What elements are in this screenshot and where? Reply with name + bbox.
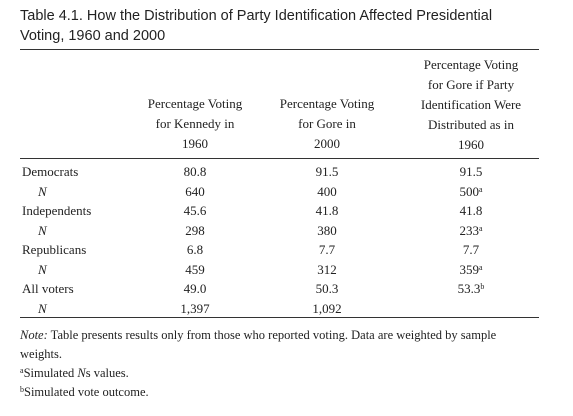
cell-gore-simulated-value: 233 (459, 222, 479, 238)
cell-gore-simulated-value: 53.3 (457, 281, 481, 296)
cell-gore-simulated-value: 91.5 (459, 164, 483, 179)
row-label-n: N (38, 222, 47, 238)
cell-gore-simulated: 41.8 (421, 202, 521, 220)
note-text: Table presents results only from those w… (20, 328, 497, 361)
footnote-a: aSimulated Ns values. (20, 364, 540, 383)
cell-gore-2000: 312 (317, 261, 337, 277)
cell-gore-simulated: 359a (421, 261, 521, 279)
cell-gore-simulated-value: 359 (459, 261, 479, 277)
cell-kennedy-1960: 298 (185, 222, 205, 238)
footnote-a-italic: N (77, 366, 86, 380)
footnote-b-mark: b (20, 385, 24, 394)
cell-gore-2000: 7.7 (318, 242, 336, 257)
row-label: Republicans (22, 242, 87, 257)
cell-gore-2000: 380 (317, 222, 337, 238)
column-header-gore-simulated: Percentage Voting for Gore if Party Iden… (420, 57, 522, 152)
footnote-b: bSimulated vote outcome. (20, 383, 540, 402)
footnote-b-text: Simulated vote outcome. (24, 385, 149, 399)
cell-gore-simulated-value: 7.7 (462, 242, 480, 257)
top-rule (20, 49, 539, 50)
cell-footnote-mark: a (478, 184, 483, 194)
bottom-rule (20, 317, 539, 318)
footnote-a-mark: a (20, 366, 24, 375)
cell-gore-simulated-value: 41.8 (459, 203, 483, 218)
table-title: Table 4.1. How the Distribution of Party… (20, 8, 493, 44)
footnote-a-text-pre: Simulated (23, 366, 78, 380)
cell-kennedy-1960: 1,397 (180, 300, 210, 316)
cell-kennedy-1960: 640 (185, 183, 205, 199)
column-header-kennedy-1960: Percentage Voting for Kennedy in 1960 (147, 96, 243, 151)
row-label-n: N (38, 300, 47, 316)
table-note: Note: Table presents results only from t… (20, 326, 540, 364)
row-label: Independents (22, 203, 92, 218)
cell-gore-simulated: 233a (421, 222, 521, 240)
cell-gore-2000: 400 (317, 183, 337, 199)
cell-kennedy-1960: 80.8 (183, 164, 207, 179)
cell-footnote-mark: b (480, 282, 485, 291)
cell-kennedy-1960: 45.6 (183, 203, 207, 218)
cell-gore-simulated: 500a (421, 183, 521, 201)
footnote-a-text-post: s values. (85, 366, 129, 380)
cell-kennedy-1960: 459 (185, 261, 205, 277)
row-label: All voters (22, 281, 74, 296)
row-label: Democrats (22, 164, 79, 179)
cell-footnote-mark: a (478, 262, 483, 272)
row-label-n: N (38, 183, 47, 199)
note-label: Note: (20, 328, 48, 342)
cell-gore-2000: 41.8 (315, 203, 339, 218)
cell-gore-simulated: 53.3b (421, 280, 521, 298)
cell-kennedy-1960: 6.8 (186, 242, 204, 257)
header-rule (20, 158, 539, 159)
cell-gore-simulated: 7.7 (421, 241, 521, 259)
cell-gore-simulated: 91.5 (421, 163, 521, 181)
column-header-gore-2000: Percentage Voting for Gore in 2000 (279, 96, 375, 151)
cell-gore-2000: 91.5 (315, 164, 339, 179)
cell-gore-2000: 1,092 (312, 300, 342, 316)
cell-gore-simulated-value: 500 (459, 183, 479, 199)
cell-footnote-mark: a (478, 223, 483, 233)
cell-kennedy-1960: 49.0 (183, 281, 207, 296)
row-label-n: N (38, 261, 47, 277)
cell-gore-2000: 50.3 (315, 281, 339, 296)
